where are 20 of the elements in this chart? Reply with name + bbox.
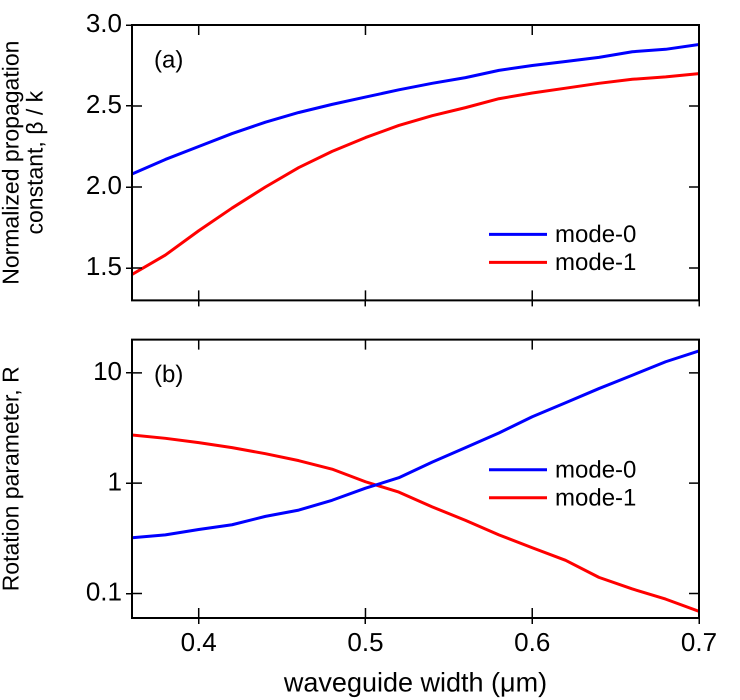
- y-tick-label: 10: [93, 356, 122, 386]
- y-tick-label: 3.0: [86, 8, 122, 38]
- legend-label: mode-1: [555, 249, 636, 276]
- annotation: (a): [154, 46, 184, 74]
- y-tick-label: 2.5: [86, 89, 122, 120]
- x-axis-title: waveguide width (μm): [282, 667, 548, 698]
- legend-label: mode-0: [555, 221, 636, 248]
- y-tick-label: 1.5: [86, 251, 122, 282]
- y-tick-label: 2.0: [86, 170, 122, 200]
- x-tick-label: 0.7: [680, 626, 718, 657]
- legend-label: mode-0: [555, 456, 636, 484]
- y-tick-label: 1: [108, 466, 122, 496]
- y-axis-title: Normalized propagation constant, β / k: [0, 40, 48, 285]
- x-tick-label: 0.4: [180, 626, 217, 657]
- y-tick-label: 0.1: [86, 576, 122, 607]
- legend-label: mode-1: [555, 484, 636, 512]
- annotation: (b): [154, 361, 184, 388]
- x-tick-label: 0.5: [347, 626, 384, 657]
- y-axis-title: Rotation parameter, R: [0, 366, 24, 592]
- x-tick-label: 0.6: [514, 626, 550, 657]
